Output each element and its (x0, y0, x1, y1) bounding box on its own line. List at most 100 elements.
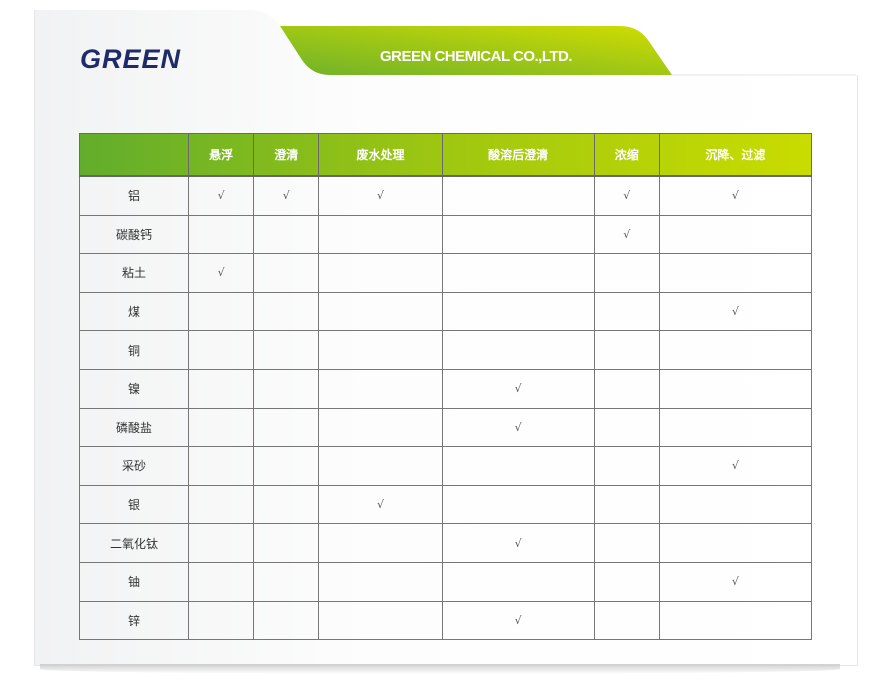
check-mark: √ (187, 253, 255, 293)
header-shape (34, 0, 889, 76)
empty-cell (253, 446, 320, 486)
empty-cell (593, 600, 660, 641)
empty-cell (187, 214, 255, 255)
empty-cell (318, 253, 443, 293)
check-mark: √ (658, 561, 813, 602)
empty-cell (658, 407, 813, 448)
column-header: 沉降、过滤 (658, 133, 813, 177)
empty-cell (658, 214, 813, 255)
empty-cell (187, 561, 255, 602)
check-mark: √ (441, 523, 595, 563)
row-label: 铀 (79, 561, 189, 602)
column-header: 澄清 (253, 133, 320, 177)
empty-cell (253, 368, 320, 409)
empty-cell (593, 368, 660, 409)
check-mark: √ (658, 446, 813, 486)
row-label: 粘土 (79, 253, 189, 293)
empty-cell (593, 523, 660, 563)
row-label: 镍 (79, 368, 189, 409)
column-header: 废水处理 (318, 133, 443, 177)
empty-cell (253, 291, 320, 332)
empty-cell (187, 600, 255, 641)
empty-cell (441, 484, 595, 525)
table-row: 铝 √ √ √ √ √ (79, 175, 813, 216)
row-label: 锌 (79, 600, 189, 641)
table-row: 磷酸盐 √ (79, 407, 813, 448)
row-label: 二氧化钛 (79, 523, 189, 563)
empty-cell (593, 407, 660, 448)
row-label: 铝 (79, 175, 189, 216)
table-row: 粘土 √ (79, 253, 813, 293)
row-label: 铜 (79, 330, 189, 370)
empty-cell (318, 446, 443, 486)
empty-cell (441, 330, 595, 370)
empty-cell (318, 291, 443, 332)
table-row: 煤 √ (79, 291, 813, 332)
empty-cell (253, 330, 320, 370)
empty-cell (318, 330, 443, 370)
card-shadow (40, 664, 840, 674)
row-label: 碳酸钙 (79, 214, 189, 255)
table-row: 二氧化钛 √ (79, 523, 813, 563)
table-row: 铜 (79, 330, 813, 370)
empty-cell (441, 561, 595, 602)
empty-cell (593, 446, 660, 486)
empty-cell (187, 407, 255, 448)
check-mark: √ (187, 175, 255, 216)
empty-cell (318, 407, 443, 448)
empty-cell (658, 484, 813, 525)
table-row: 采砂 √ (79, 446, 813, 486)
empty-cell (441, 446, 595, 486)
check-mark: √ (441, 407, 595, 448)
empty-cell (593, 484, 660, 525)
table-row: 银 √ (79, 484, 813, 525)
column-header: 浓缩 (593, 133, 660, 177)
empty-cell (441, 291, 595, 332)
check-mark: √ (593, 214, 660, 255)
empty-cell (187, 484, 255, 525)
empty-cell (318, 368, 443, 409)
empty-cell (187, 446, 255, 486)
table-row: 锌 √ (79, 600, 813, 641)
empty-cell (593, 330, 660, 370)
empty-cell (253, 561, 320, 602)
check-mark: √ (658, 291, 813, 332)
empty-cell (441, 253, 595, 293)
empty-cell (253, 484, 320, 525)
empty-cell (658, 330, 813, 370)
empty-cell (593, 561, 660, 602)
column-header (79, 133, 189, 177)
check-mark: √ (658, 175, 813, 216)
empty-cell (318, 214, 443, 255)
logo: GREEN (80, 44, 182, 74)
empty-cell (253, 523, 320, 563)
empty-cell (658, 253, 813, 293)
empty-cell (187, 291, 255, 332)
application-table: 悬浮 澄清 废水处理 酸溶后澄清 浓缩 沉降、过滤 铝 √ √ √ √ √ 碳酸钙 √ 粘土 √ 煤 √ 铜镍 √ 磷… (79, 133, 813, 641)
check-mark: √ (441, 600, 595, 641)
table-row: 镍 √ (79, 368, 813, 409)
check-mark: √ (318, 175, 443, 216)
empty-cell (658, 600, 813, 641)
empty-cell (253, 600, 320, 641)
company-name: GREEN CHEMICAL CO.,LTD. (379, 48, 573, 65)
empty-cell (593, 253, 660, 293)
empty-cell (187, 368, 255, 409)
column-header: 酸溶后澄清 (441, 133, 595, 177)
empty-cell (253, 253, 320, 293)
table-row: 碳酸钙 √ (79, 214, 813, 255)
empty-cell (441, 214, 595, 255)
table-header-row: 悬浮 澄清 废水处理 酸溶后澄清 浓缩 沉降、过滤 (79, 133, 813, 177)
empty-cell (658, 523, 813, 563)
empty-cell (441, 175, 595, 216)
empty-cell (318, 561, 443, 602)
empty-cell (593, 291, 660, 332)
table-row: 铀 √ (79, 561, 813, 602)
empty-cell (318, 600, 443, 641)
column-header: 悬浮 (187, 133, 255, 177)
check-mark: √ (253, 175, 320, 216)
empty-cell (187, 523, 255, 563)
check-mark: √ (318, 484, 443, 525)
row-label: 煤 (79, 291, 189, 332)
empty-cell (253, 407, 320, 448)
